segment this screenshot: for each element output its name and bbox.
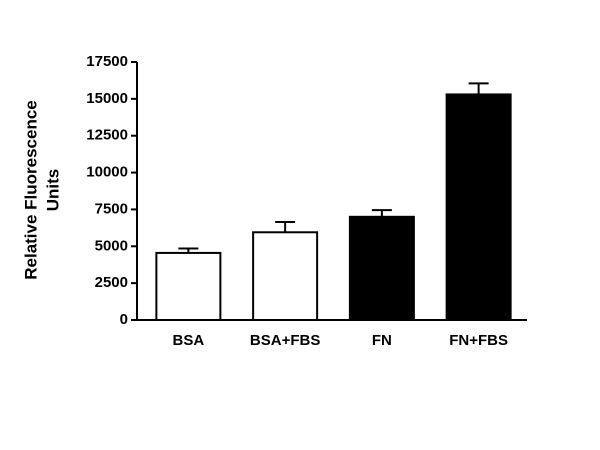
bar — [155, 251, 222, 321]
x-tick-label: FN+FBS — [449, 332, 508, 349]
bar — [252, 231, 319, 321]
x-tick-label: BSA+FBS — [250, 332, 320, 349]
y-tick-label: 2500 — [95, 274, 128, 291]
bar — [445, 93, 512, 322]
y-tick-label: 7500 — [95, 200, 128, 217]
y-axis-title-line: Relative Fluorescence — [21, 100, 40, 280]
y-tick-label: 0 — [120, 311, 128, 328]
y-tick-label: 17500 — [86, 53, 128, 70]
bar — [348, 215, 415, 321]
y-tick-label: 15000 — [86, 90, 128, 107]
y-tick-label: 5000 — [95, 237, 128, 254]
y-tick-label: 10000 — [86, 164, 128, 181]
x-tick-label: FN — [372, 332, 392, 349]
y-axis-title: Relative Fluorescence Units — [21, 100, 62, 280]
x-tick-label: BSA — [173, 332, 205, 349]
y-tick-label: 12500 — [86, 127, 128, 144]
y-axis-title-line: Units — [43, 169, 62, 212]
